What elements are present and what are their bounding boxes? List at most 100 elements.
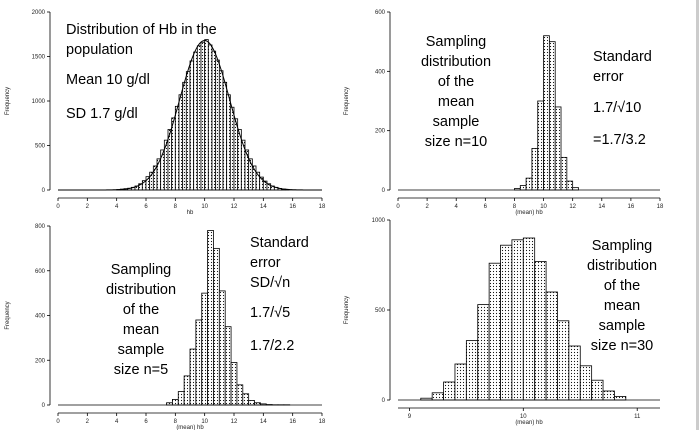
x-tick-label: 10 (201, 204, 208, 210)
annotation-line: error (593, 69, 624, 85)
histogram-bar (218, 70, 224, 191)
annotation-line: of the (122, 302, 160, 318)
annotation-line: distribution (105, 282, 177, 298)
y-axis-label: Frequency (344, 87, 350, 115)
histogram-bar (614, 395, 627, 401)
chart-panel-3: 0 200 400 600 800 0 2 4 6 8 10 12 14 16 18 (mean) hb Fre… (5, 224, 326, 430)
annotation-line: SD 1.7 g/dl (66, 106, 138, 122)
annotation-se-n10-a: Standard error (593, 47, 652, 87)
histogram-bar (465, 340, 479, 401)
x-tick-label: 10 (540, 204, 547, 210)
histogram-bar (224, 326, 232, 406)
annotation-line: population (66, 42, 133, 58)
x-tick-label: 0 (396, 204, 400, 210)
x-tick-label: 16 (289, 419, 296, 425)
histogram-bar (236, 384, 244, 406)
annotation-se-n10-c: =1.7/3.2 (593, 130, 646, 150)
histogram-bar (211, 50, 217, 191)
x-tick-label: 8 (513, 204, 517, 210)
annotation-line: 1.7/2.2 (250, 338, 295, 354)
x-tick-label: 16 (289, 204, 296, 210)
x-tick-label: 12 (569, 204, 576, 210)
histogram-bar (207, 230, 214, 406)
annotation-population-word: population (66, 40, 133, 60)
histogram-bar (189, 60, 195, 191)
y-tick-label: 200 (35, 358, 46, 364)
annotation-line: Standard (593, 49, 652, 65)
x-tick-label: 2 (425, 204, 429, 210)
annotation-sampling-n5: Sampling distribution of the mean sample… (84, 260, 198, 380)
x-axis-label: (mean) hb (176, 425, 204, 430)
x-tick-label: 0 (56, 204, 60, 210)
histogram-bar (226, 94, 231, 191)
y-tick-label: 600 (35, 269, 46, 275)
x-tick-label: 6 (484, 204, 488, 210)
histogram-bar (218, 290, 226, 406)
annotation-line: sample (598, 318, 646, 334)
x-tick-label: 18 (319, 204, 326, 210)
y-tick-label: 0 (42, 188, 46, 194)
annotation-line: of the (437, 74, 475, 90)
y-tick-label: 800 (35, 224, 46, 230)
annotation-line: size n=30 (590, 338, 654, 354)
histogram-bar (174, 105, 180, 191)
y-tick-label: 0 (42, 403, 46, 409)
y-tick-label: 600 (375, 10, 386, 16)
annotation-line: SD/√n (250, 275, 291, 291)
histogram-bar (525, 177, 533, 191)
histogram-bar (545, 291, 558, 401)
histogram-bar (242, 393, 250, 406)
x-tick-label: 14 (598, 204, 605, 210)
histogram-bar (500, 244, 513, 401)
histogram-bar (156, 158, 162, 191)
histogram-bar (171, 399, 179, 406)
annotation-se-n10-b: 1.7/√10 (593, 98, 641, 118)
histogram-bars (514, 35, 579, 191)
x-tick-label: 0 (56, 419, 60, 425)
histogram-bar (171, 117, 176, 191)
annotation-mean: Mean 10 g/dl (66, 70, 150, 90)
x-tick-label: 12 (231, 204, 238, 210)
x-tick-label: 6 (144, 204, 148, 210)
x-tick-label: 18 (319, 419, 326, 425)
histogram-bar (215, 59, 220, 191)
x-tick-label: 10 (520, 414, 527, 420)
x-axis-label: (mean) hb (515, 420, 543, 426)
histogram-bar (213, 247, 220, 406)
annotation-line: sample (432, 114, 480, 130)
y-axis-label: Frequency (5, 301, 11, 329)
annotation-line: sample (117, 342, 165, 358)
x-tick-label: 4 (455, 204, 459, 210)
histogram-bar (531, 148, 539, 191)
annotation-population-title: Distribution of Hb in the (66, 20, 217, 40)
x-tick-label: 12 (231, 419, 238, 425)
x-tick-label: 8 (174, 204, 178, 210)
y-tick-label: 500 (375, 308, 386, 314)
y-tick-label: 0 (382, 188, 386, 194)
x-tick-label: 18 (657, 204, 664, 210)
chart-panel-1: 0 500 1000 1500 2000 0 2 4 6 8 10 12 14 16 18 hb Frequen… (5, 10, 326, 216)
histogram-bar (522, 237, 536, 401)
histogram-bar (248, 158, 253, 191)
annotation-se-n5-b: 1.7/√5 (250, 303, 290, 323)
x-tick-label: 8 (174, 419, 178, 425)
histogram-bar (477, 304, 490, 401)
histogram-bar (454, 363, 467, 401)
histogram-bar (200, 41, 206, 191)
histogram-bar (579, 365, 593, 401)
x-tick-label: 2 (86, 419, 90, 425)
annotation-sd: SD 1.7 g/dl (66, 104, 138, 124)
histogram-bar (554, 106, 562, 191)
y-tick-label: 1000 (372, 218, 386, 224)
chart-panel-4: 0 500 1000 9 10 11 (mean) hb Frequency (344, 218, 660, 426)
x-tick-label: 11 (634, 414, 641, 420)
histogram-bar (204, 39, 209, 191)
histogram-bar (431, 392, 444, 401)
histogram-bar (233, 118, 239, 191)
x-axis-label: hb (187, 210, 194, 216)
chart-panel-2: 0 200 400 600 0 2 4 6 8 10 12 14 16 18 (mean) hb Freque… (344, 10, 664, 216)
annotation-line: 1.7/√5 (250, 305, 291, 321)
histogram-bar (207, 44, 213, 191)
histogram-bar (557, 320, 570, 401)
